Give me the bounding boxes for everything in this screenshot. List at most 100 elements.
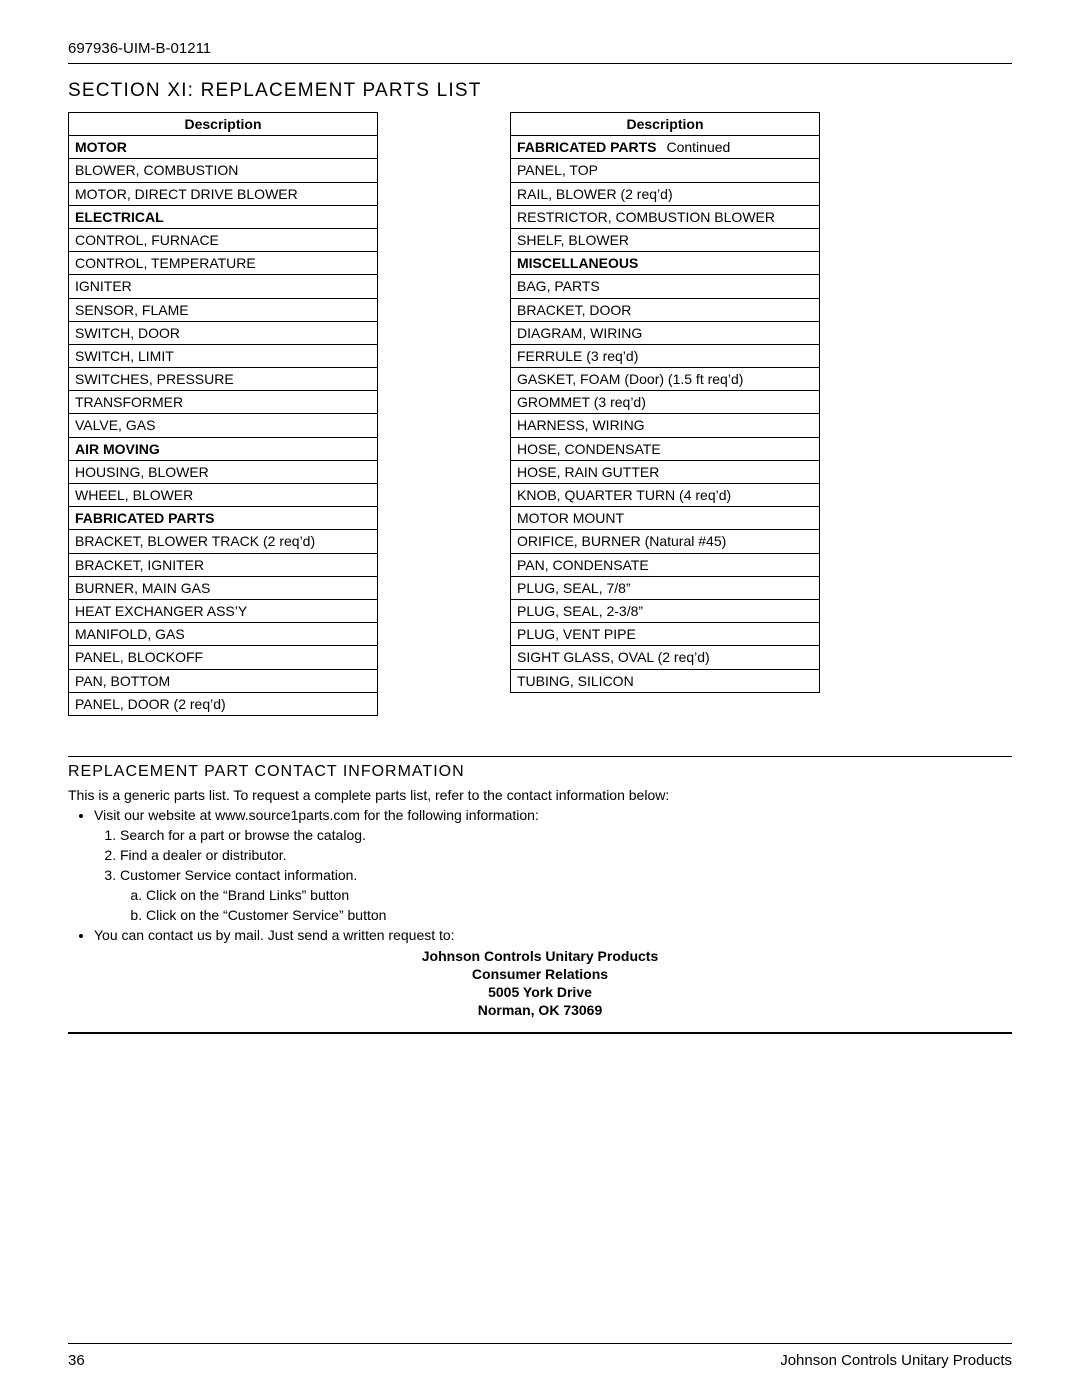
table-row: CONTROL, TEMPERATURE <box>69 252 378 275</box>
table-row: SIGHT GLASS, OVAL (2 req’d) <box>511 646 820 669</box>
table-right-header: Description <box>511 113 820 136</box>
table-row: MOTOR MOUNT <box>511 507 820 530</box>
table-cell: SIGHT GLASS, OVAL (2 req’d) <box>511 646 820 669</box>
table-row: BRACKET, IGNITER <box>69 553 378 576</box>
table-cell: MOTOR, DIRECT DRIVE BLOWER <box>69 182 378 205</box>
table-cell: HOSE, RAIN GUTTER <box>511 460 820 483</box>
table-row: MISCELLANEOUS <box>511 252 820 275</box>
table-row: TRANSFORMER <box>69 391 378 414</box>
table-row: BURNER, MAIN GAS <box>69 576 378 599</box>
table-row: PLUG, VENT PIPE <box>511 623 820 646</box>
table-row: ORIFICE, BURNER (Natural #45) <box>511 530 820 553</box>
table-cell: PAN, BOTTOM <box>69 669 378 692</box>
table-cell: ORIFICE, BURNER (Natural #45) <box>511 530 820 553</box>
table-row: PANEL, TOP <box>511 159 820 182</box>
table-cell: BRACKET, DOOR <box>511 298 820 321</box>
address-line-3: 5005 York Drive <box>68 983 1012 1001</box>
table-row: FERRULE (3 req’d) <box>511 344 820 367</box>
table-cell: FABRICATED PARTS <box>69 507 378 530</box>
contact-alpha-a: Click on the “Brand Links” button <box>146 887 1012 903</box>
table-cell: BURNER, MAIN GAS <box>69 576 378 599</box>
address-line-1: Johnson Controls Unitary Products <box>68 947 1012 965</box>
table-row: SWITCHES, PRESSURE <box>69 368 378 391</box>
table-row: HOUSING, BLOWER <box>69 460 378 483</box>
table-row: GROMMET (3 req’d) <box>511 391 820 414</box>
table-row: FABRICATED PARTS <box>69 507 378 530</box>
table-row: CONTROL, FURNACE <box>69 228 378 251</box>
page-number: 36 <box>68 1352 85 1369</box>
table-row: SWITCH, DOOR <box>69 321 378 344</box>
table-row: PLUG, SEAL, 2-3/8” <box>511 599 820 622</box>
table-row: VALVE, GAS <box>69 414 378 437</box>
table-row: TUBING, SILICON <box>511 669 820 692</box>
contact-alpha-b: Click on the “Customer Service” button <box>146 907 1012 923</box>
table-cell: PANEL, BLOCKOFF <box>69 646 378 669</box>
table-cell: BRACKET, IGNITER <box>69 553 378 576</box>
table-cell: VALVE, GAS <box>69 414 378 437</box>
table-cell: BRACKET, BLOWER TRACK (2 req’d) <box>69 530 378 553</box>
table-cell: MOTOR <box>69 136 378 159</box>
table-left-header: Description <box>69 113 378 136</box>
table-cell: PLUG, SEAL, 2-3/8” <box>511 599 820 622</box>
table-cell: PANEL, DOOR (2 req’d) <box>69 692 378 715</box>
page-footer: 36 Johnson Controls Unitary Products <box>68 1343 1012 1369</box>
table-row: PANEL, BLOCKOFF <box>69 646 378 669</box>
table-cell: CONTROL, TEMPERATURE <box>69 252 378 275</box>
table-cell: AIR MOVING <box>69 437 378 460</box>
parts-table-left: Description MOTORBLOWER, COMBUSTIONMOTOR… <box>68 112 378 716</box>
table-cell: PAN, CONDENSATE <box>511 553 820 576</box>
table-row: BRACKET, BLOWER TRACK (2 req’d) <box>69 530 378 553</box>
table-cell: BAG, PARTS <box>511 275 820 298</box>
table-row: HOSE, RAIN GUTTER <box>511 460 820 483</box>
contact-bullet-website-text: Visit our website at www.source1parts.co… <box>94 807 539 823</box>
table-cell: BLOWER, COMBUSTION <box>69 159 378 182</box>
table-cell: MANIFOLD, GAS <box>69 623 378 646</box>
table-row: RESTRICTOR, COMBUSTION BLOWER <box>511 205 820 228</box>
table-row: SWITCH, LIMIT <box>69 344 378 367</box>
contact-bullet-mail: You can contact us by mail. Just send a … <box>94 927 1012 943</box>
table-row: KNOB, QUARTER TURN (4 req’d) <box>511 484 820 507</box>
mailing-address: Johnson Controls Unitary Products Consum… <box>68 947 1012 1020</box>
parts-table-left-wrap: Description MOTORBLOWER, COMBUSTIONMOTOR… <box>68 112 378 716</box>
table-cell: SENSOR, FLAME <box>69 298 378 321</box>
table-cell: HEAT EXCHANGER ASS’Y <box>69 599 378 622</box>
header-divider <box>68 63 1012 64</box>
table-row: BAG, PARTS <box>511 275 820 298</box>
tables-container: Description MOTORBLOWER, COMBUSTIONMOTOR… <box>68 112 1012 716</box>
contact-bullets: Visit our website at www.source1parts.co… <box>94 807 1012 943</box>
table-cell: FERRULE (3 req’d) <box>511 344 820 367</box>
table-cell: KNOB, QUARTER TURN (4 req’d) <box>511 484 820 507</box>
table-row: SENSOR, FLAME <box>69 298 378 321</box>
table-row: BLOWER, COMBUSTION <box>69 159 378 182</box>
table-cell: TRANSFORMER <box>69 391 378 414</box>
table-row: IGNITER <box>69 275 378 298</box>
address-line-2: Consumer Relations <box>68 965 1012 983</box>
table-row: PAN, BOTTOM <box>69 669 378 692</box>
table-cell: PANEL, TOP <box>511 159 820 182</box>
table-row: DIAGRAM, WIRING <box>511 321 820 344</box>
table-row: HEAT EXCHANGER ASS’Y <box>69 599 378 622</box>
contact-intro: This is a generic parts list. To request… <box>68 787 1012 803</box>
address-line-4: Norman, OK 73069 <box>68 1001 1012 1019</box>
table-row: MANIFOLD, GAS <box>69 623 378 646</box>
section-title: SECTION XI: REPLACEMENT PARTS LIST <box>68 80 1012 102</box>
table-cell: SWITCH, LIMIT <box>69 344 378 367</box>
table-cell: IGNITER <box>69 275 378 298</box>
table-row: FABRICATED PARTSContinued <box>511 136 820 159</box>
contact-alpha-list: Click on the “Brand Links” button Click … <box>146 887 1012 923</box>
table-cell: HOUSING, BLOWER <box>69 460 378 483</box>
table-row: HOSE, CONDENSATE <box>511 437 820 460</box>
table-cell: SWITCH, DOOR <box>69 321 378 344</box>
page: 697936-UIM-B-01211 SECTION XI: REPLACEME… <box>0 0 1080 1397</box>
table-cell: PLUG, SEAL, 7/8” <box>511 576 820 599</box>
table-cell: HARNESS, WIRING <box>511 414 820 437</box>
table-row: PLUG, SEAL, 7/8” <box>511 576 820 599</box>
parts-table-right-wrap: Description FABRICATED PARTSContinuedPAN… <box>510 112 820 693</box>
table-cell: RAIL, BLOWER (2 req’d) <box>511 182 820 205</box>
document-id: 697936-UIM-B-01211 <box>68 40 1012 57</box>
table-row: PANEL, DOOR (2 req’d) <box>69 692 378 715</box>
table-cell: SHELF, BLOWER <box>511 228 820 251</box>
table-row: BRACKET, DOOR <box>511 298 820 321</box>
contact-num-1: Search for a part or browse the catalog. <box>120 827 1012 843</box>
table-cell: MISCELLANEOUS <box>511 252 820 275</box>
